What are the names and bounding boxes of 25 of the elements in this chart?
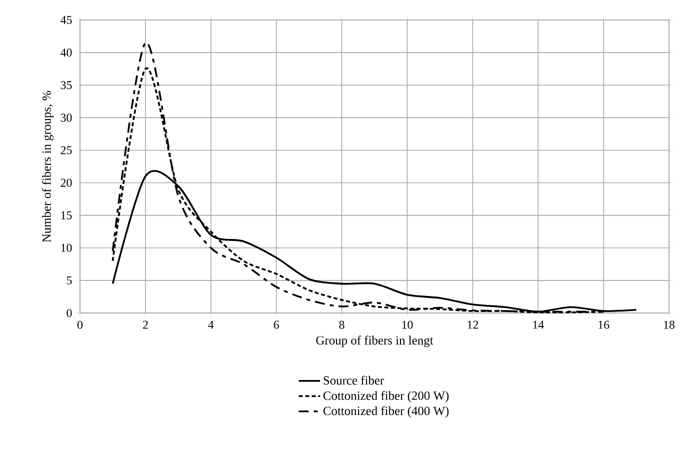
y-tick-label: 25 [60,146,72,154]
legend-label: Cottonized fiber (200 W) [323,391,449,402]
y-tick-label: 45 [60,16,72,24]
y-tick-label: 15 [61,211,72,220]
x-tick-label: 12 [468,320,478,329]
x-tick-label: 14 [533,320,544,329]
x-tick-label: 6 [274,320,279,329]
y-tick-label: 40 [60,48,72,57]
x-tick-label: 2 [142,320,148,329]
y-tick-label: 0 [66,308,72,318]
y-tick-label: 5 [66,276,72,284]
x-tick-label: 8 [339,320,344,329]
y-tick-label: 35 [60,81,72,90]
legend-label: Cottonized fiber (400 W) [323,406,449,418]
y-axis-title: Number of fibers in groups, % [42,90,54,242]
x-tick-label: 0 [77,320,83,329]
x-tick-label: 10 [402,320,413,329]
y-tick-label: 30 [60,114,72,122]
x-axis-title: Group of fibers in lengt [316,336,434,348]
x-tick-label: 18 [664,320,675,329]
x-tick-label: 4 [208,320,214,329]
legend-label: Source fiber [324,376,384,385]
y-tick-label: 20 [60,178,72,187]
x-tick-label: 16 [598,320,610,329]
y-tick-label: 10 [61,244,72,252]
